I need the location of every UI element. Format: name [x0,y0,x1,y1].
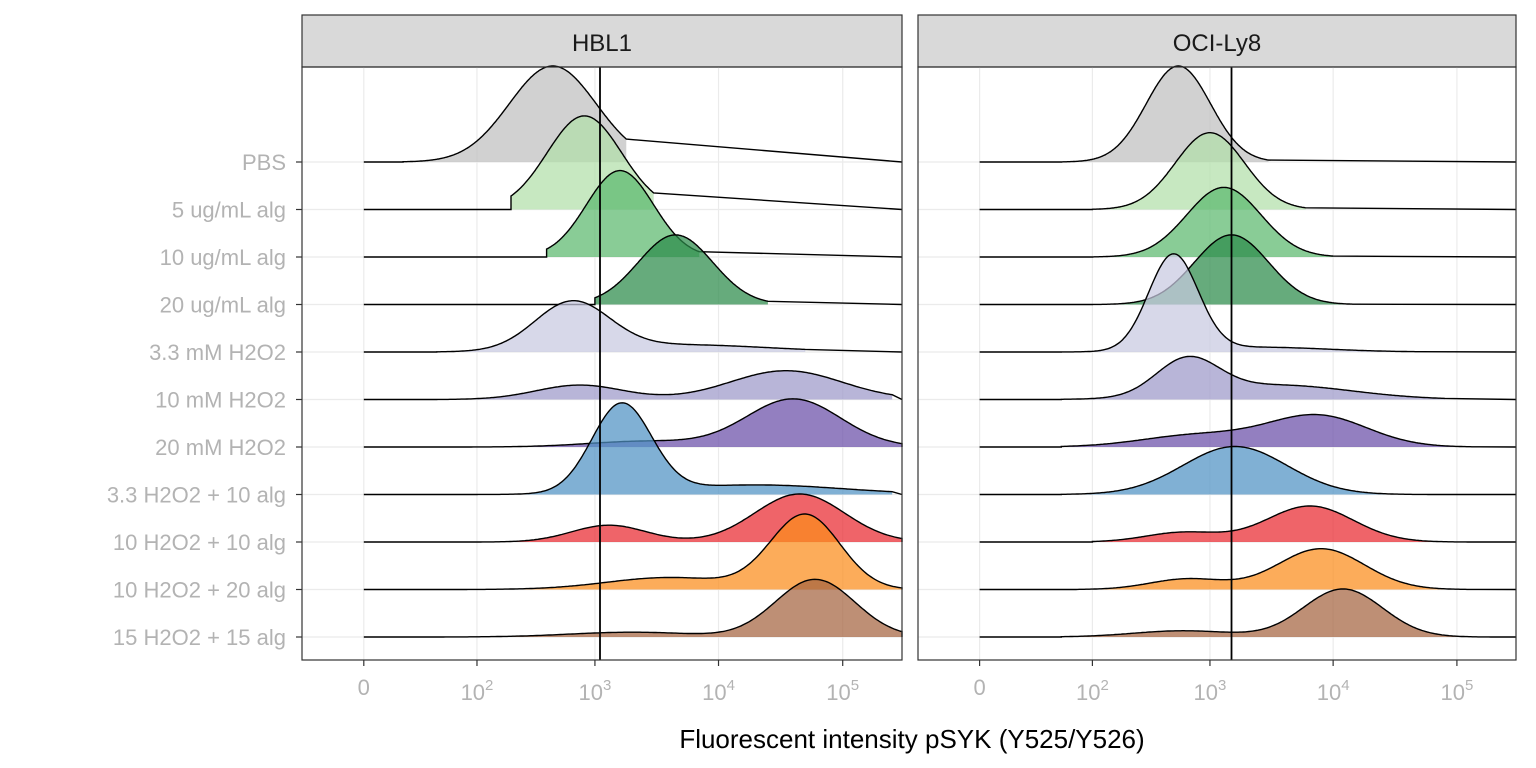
x-tick-label: 104 [702,677,735,705]
y-tick-label: 10 H2O2 + 20 alg [113,578,286,603]
ridge-line [979,505,1516,543]
y-tick-label: 20 mM H2O2 [155,435,286,460]
x-tick-label: 104 [1317,677,1350,705]
ridge-fill [1061,589,1495,637]
ridge-line [363,493,903,543]
ridge-line [363,65,903,163]
ridge-line [979,413,1517,448]
ridge-line [363,300,903,353]
x-tick-label: 0 [358,675,370,700]
x-axis-title: Fluorescent intensity pSYK (Y525/Y526) [679,724,1144,754]
ridge-fill [1092,187,1334,257]
ridge-line [979,588,1516,638]
ridge-fill [425,579,902,637]
ridge-fill [594,234,768,305]
y-tick-label: PBS [242,150,286,175]
ridge-line [363,234,903,306]
ridge-line [363,115,903,211]
ridge-fill [460,494,902,542]
x-tick-label: 103 [579,677,612,705]
panels-group: HBL1 0 102 103 104 105 OCI-Ly8 0 102 103 104 105 [301,14,1517,705]
panel-strip [301,14,903,68]
ridge-fill [1061,253,1420,352]
ridge-line [979,234,1517,306]
ridge-fill [1061,414,1479,447]
x-tick-label: 102 [461,677,494,705]
x-tick-label: 105 [1440,677,1473,705]
ridges [979,65,1517,638]
panel-border [301,66,903,661]
ridge-line [979,355,1517,401]
ridge-line [363,402,903,496]
ridge-line [979,445,1516,496]
y-tick-label: 3.3 H2O2 + 10 alg [107,483,286,508]
ridge-line [363,370,903,401]
y-tick-label: 3.3 mM H2O2 [149,340,286,365]
ridge-fill [1092,234,1355,305]
ridge-fill [546,170,700,257]
ridge-fill [425,398,902,447]
ridges [363,65,903,638]
ridge-line [979,548,1517,591]
ridge-line [979,186,1517,258]
x-axis: 0 102 103 104 105 [973,660,1473,705]
panel-1: OCI-Ly8 0 102 103 104 105 [917,14,1517,705]
ridge-line [979,65,1517,163]
y-tick-label: 15 H2O2 + 15 alg [113,625,286,650]
x-tick-label: 102 [1076,677,1109,705]
x-tick-label: 103 [1194,677,1227,705]
panel-strip [917,14,1517,68]
ridge-line [363,398,903,448]
ridge-line [979,253,1517,353]
y-tick-label: 20 ug/mL alg [160,293,286,318]
ridge-fill [1061,356,1445,400]
panel-title: OCI-Ly8 [1173,30,1261,57]
ridge-fill [477,402,893,495]
y-tick-label: 5 ug/mL alg [172,198,286,223]
ridge-line [363,578,903,638]
panel-border [917,66,1517,661]
ridge-fill [466,514,902,590]
y-tick-label: 10 ug/mL alg [160,245,286,270]
ridge-fill [436,370,893,400]
ridge-line [979,132,1517,211]
panel-0: HBL1 0 102 103 104 105 [301,14,903,705]
x-axis: 0 102 103 104 105 [358,660,859,705]
x-tick-label: 105 [826,677,859,705]
ridge-fill [1092,506,1479,542]
ridge-fill [1092,132,1306,210]
ridge-fill [1076,548,1479,590]
ridge-line [363,169,903,258]
x-tick-label: 0 [973,675,985,700]
y-tick-label: 10 mM H2O2 [155,388,286,413]
y-tick-label: 10 H2O2 + 10 alg [113,530,286,555]
panel-title: HBL1 [572,30,632,57]
y-axis: PBS 5 ug/mL alg 10 ug/mL alg 20 ug/mL alg 3.… [107,150,302,650]
ridge-line [363,513,903,591]
ridge-fill [1061,446,1430,495]
